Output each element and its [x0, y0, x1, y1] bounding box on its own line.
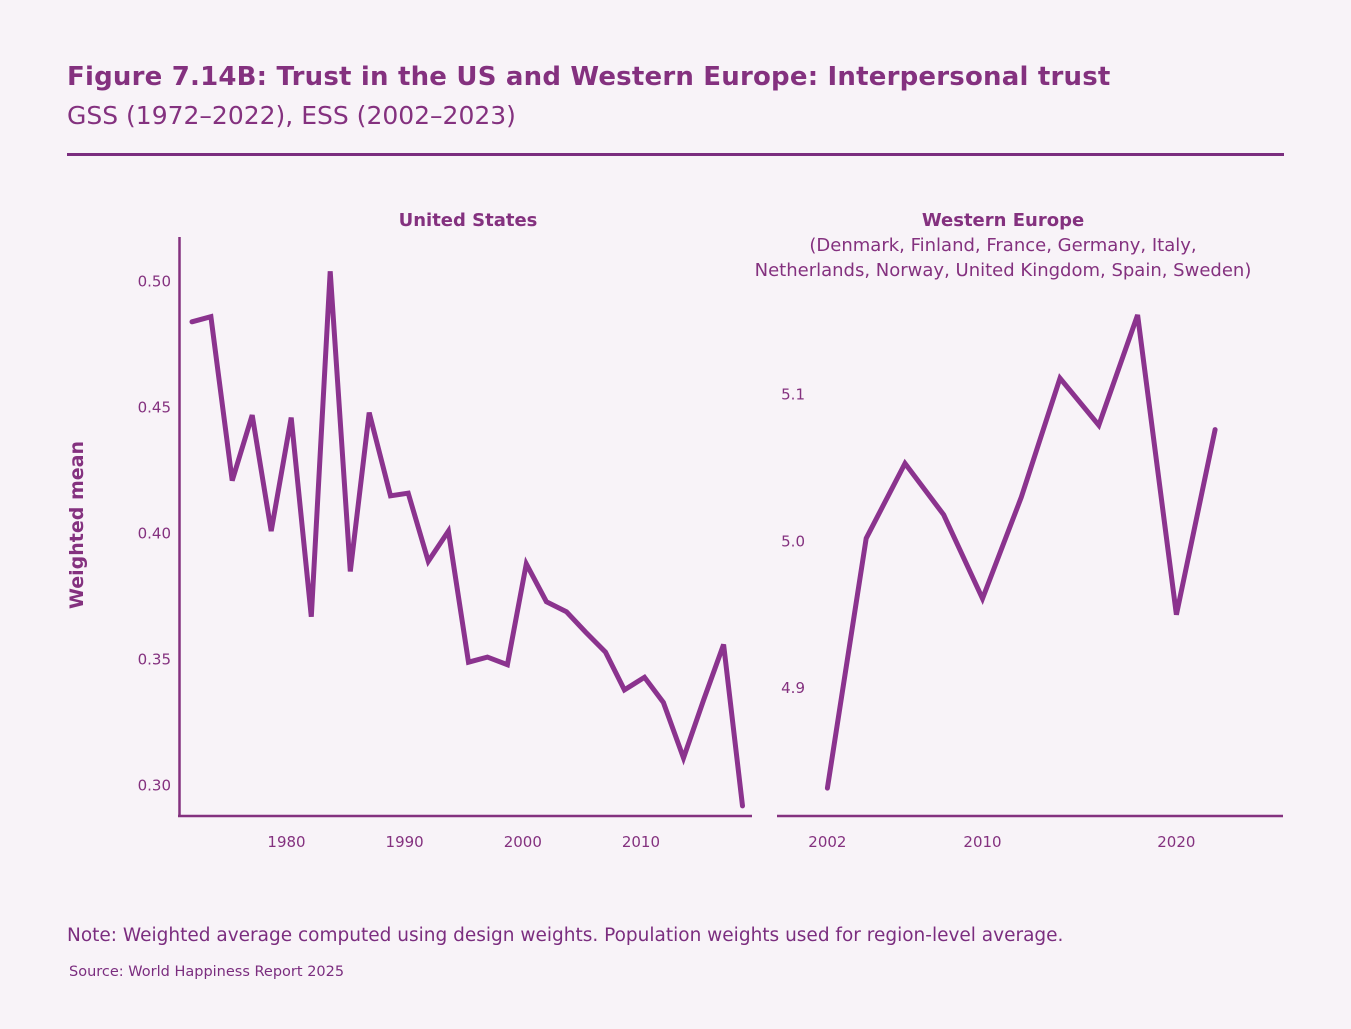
we-panel-subtitle-line-1: (Denmark, Finland, France, Germany, Ital…: [809, 235, 1196, 256]
us-x-tick-label: 1980: [267, 833, 305, 851]
us-y-tick-label: 0.45: [138, 399, 171, 417]
we-y-tick-label: 5.0: [781, 532, 805, 550]
we-y-tick-label: 4.9: [781, 679, 805, 697]
y-axis-label: Weighted mean: [66, 441, 88, 609]
footnote: Note: Weighted average computed using de…: [67, 925, 1064, 946]
us-x-tick-label: 1990: [386, 833, 424, 851]
us-y-tick-label: 0.50: [138, 272, 171, 290]
us-x-tick-label: 2000: [504, 833, 542, 851]
us-x-tick-label: 2010: [622, 833, 660, 851]
we-series-line: [824, 314, 1218, 791]
us-y-tick-label: 0.30: [138, 777, 171, 795]
we-x-tick-label: 2010: [963, 833, 1001, 851]
we-x-tick-label: 2002: [808, 833, 846, 851]
us-y-tick-label: 0.40: [138, 525, 171, 543]
we-panel: Western Europe (Denmark, Finland, France…: [755, 210, 1283, 851]
we-panel-subtitle-line-2: Netherlands, Norway, United Kingdom, Spa…: [755, 260, 1252, 281]
figure-title: Figure 7.14B: Trust in the US and Wester…: [67, 62, 1111, 92]
we-panel-title: Western Europe: [922, 210, 1084, 231]
source-line: Source: World Happiness Report 2025: [69, 964, 345, 980]
we-x-tick-label: 2020: [1157, 833, 1195, 851]
we-y-tick-label: 5.1: [781, 385, 805, 403]
us-panel: United States Weighted mean 0.30 0.35 0.40…: [66, 210, 752, 851]
figure-subtitle: GSS (1972–2022), ESS (2002–2023): [67, 101, 516, 130]
us-y-tick-label: 0.35: [138, 651, 171, 669]
us-panel-title: United States: [399, 210, 538, 231]
title-divider: [67, 153, 1284, 156]
us-series-line: [189, 271, 745, 809]
